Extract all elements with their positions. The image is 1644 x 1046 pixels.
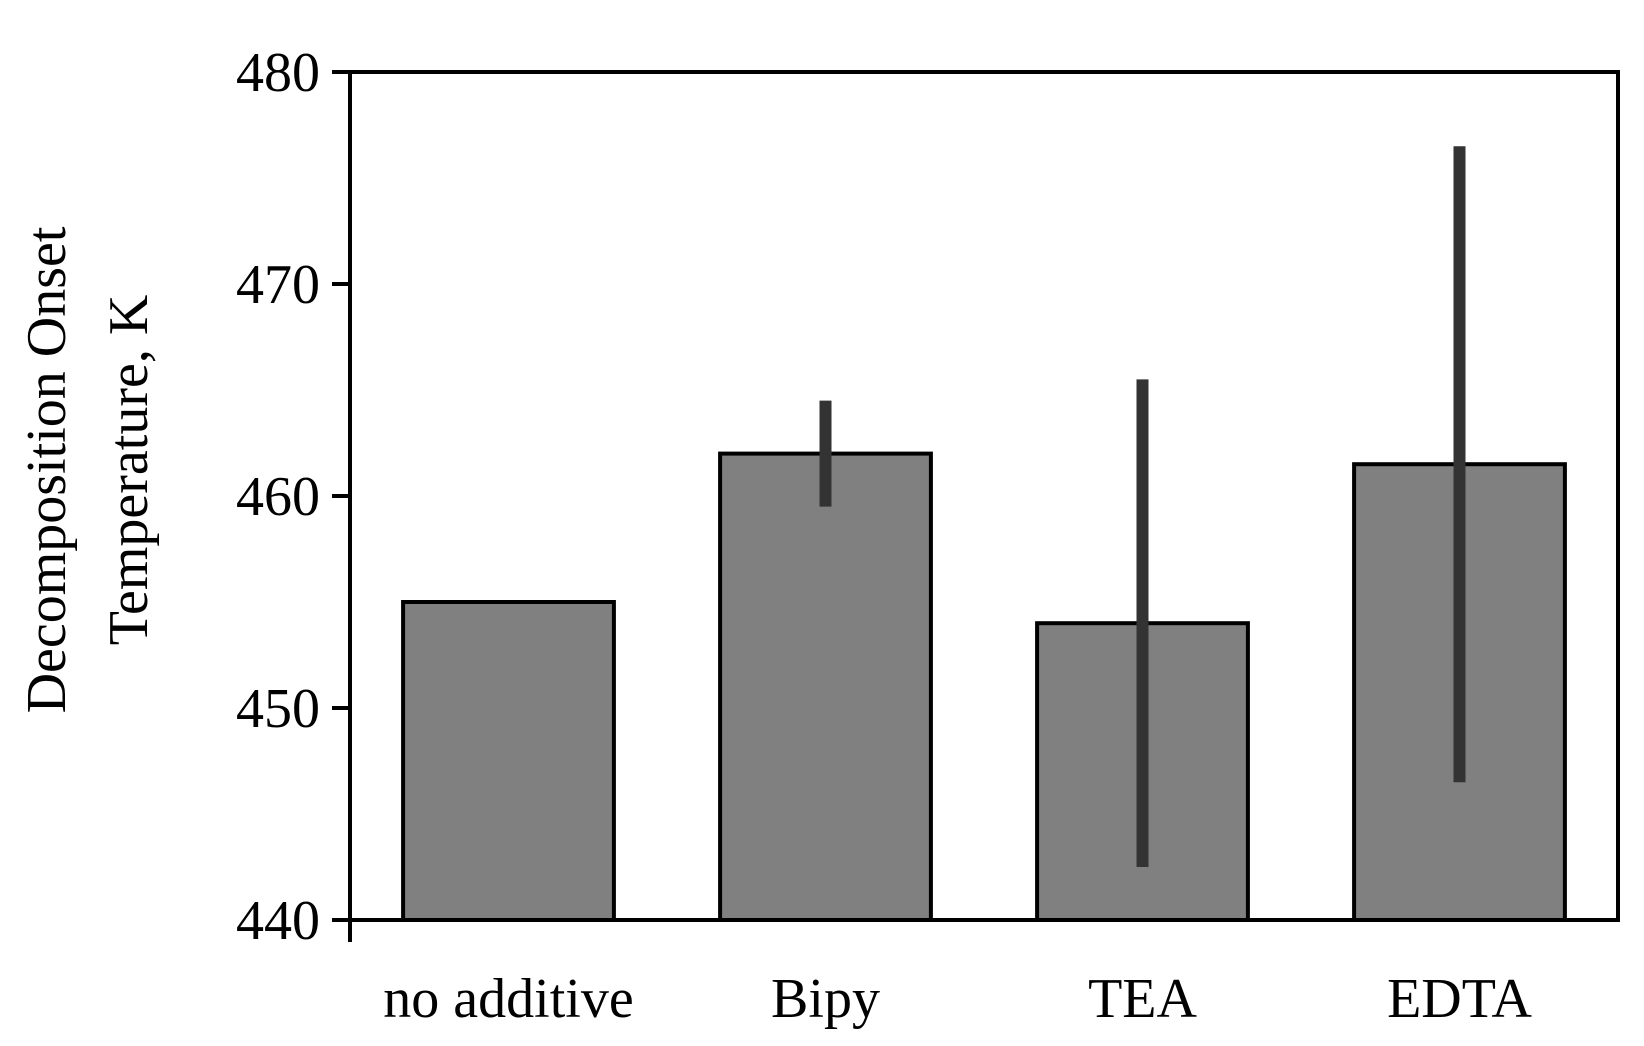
y-axis-title: Decomposition Onset Temperature, K: [16, 226, 160, 713]
bar: [718, 451, 933, 922]
bars-group: [401, 451, 1567, 922]
y-tick-label: 440: [236, 890, 320, 952]
y-axis-ticks: 440 450 460 470 480: [236, 42, 350, 952]
x-axis-labels: no additive Bipy TEA EDTA: [383, 968, 1532, 1030]
x-category-label: Bipy: [771, 968, 880, 1030]
y-tick-label: 480: [236, 42, 320, 104]
y-tick-label: 470: [236, 254, 320, 316]
x-category-label: EDTA: [1387, 968, 1532, 1030]
y-axis-title-line-1: Decomposition Onset: [16, 226, 78, 713]
bar: [401, 600, 616, 922]
y-axis-title-line-2: Temperature, K: [98, 295, 160, 646]
error-bars-group: [819, 146, 1466, 867]
y-tick-label: 460: [236, 466, 320, 528]
x-category-label: TEA: [1088, 968, 1197, 1030]
y-tick-label: 450: [236, 678, 320, 740]
x-category-label: no additive: [383, 968, 633, 1030]
